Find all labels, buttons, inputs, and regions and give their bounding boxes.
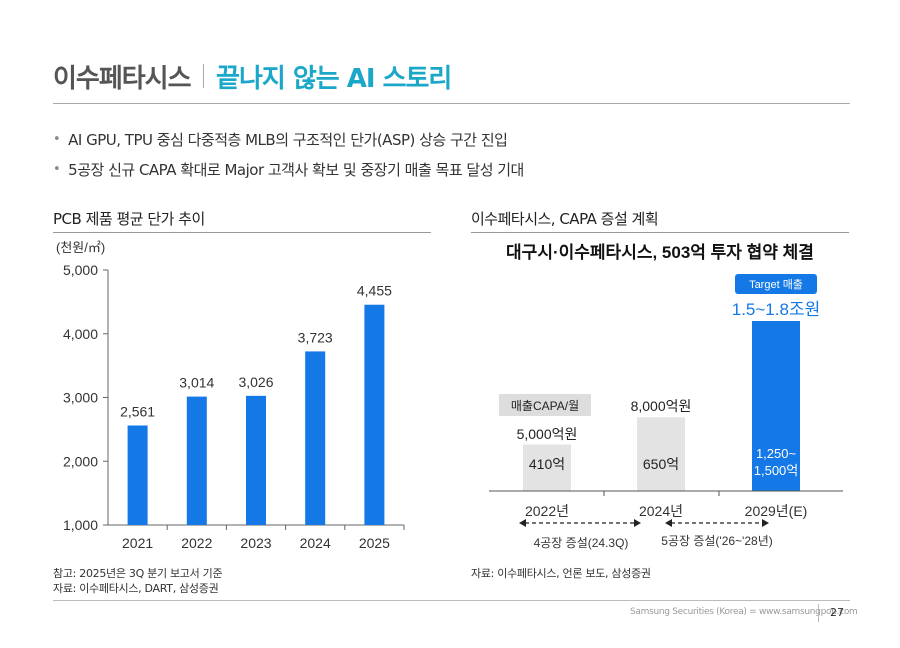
capa-value-label: 650억	[643, 456, 679, 472]
y-tick-label: 2,000	[63, 453, 98, 469]
left-chart-title: PCB 제품 평균 단가 추이	[53, 210, 205, 228]
x-tick-label: 2023	[240, 535, 271, 551]
header-separator	[202, 64, 205, 88]
capa-bar	[752, 321, 800, 491]
bar	[246, 395, 266, 525]
bullet-text: 5공장 신규 CAPA 확대로 Major 고객사 확보 및 중장기 매출 목표…	[68, 160, 524, 179]
x-tick-label: 2022	[181, 535, 212, 551]
capa-bar	[523, 444, 571, 491]
page-header: 이수페타시스 끝나지 않는 AI 스토리	[53, 56, 452, 96]
y-tick-label: 5,000	[63, 262, 98, 278]
x-tick-label: 2024	[300, 535, 331, 551]
x-tick-label: 2029년(E)	[745, 503, 808, 519]
asp-bar-chart: (천원/㎡) 1,000 2,000 3,000 4,000 5,000 2,561 2021…	[56, 240, 405, 551]
right-notes: 자료: 이수페타시스, 언론 보도, 삼성증권	[471, 566, 651, 581]
company-name: 이수페타시스	[53, 63, 192, 94]
bullet-item: • 5공장 신규 CAPA 확대로 Major 고객사 확보 및 중장기 매출 …	[53, 154, 524, 184]
revenue-label: 5,000억원	[517, 426, 578, 442]
y-tick-label: 4,000	[63, 326, 98, 342]
capa-legend-box	[499, 394, 591, 416]
left-notes: 참고: 2025년은 3Q 분기 보고서 기준 자료: 이수페타시스, DART…	[53, 566, 223, 596]
header-divider	[53, 103, 850, 104]
expansion-arrow-head-right	[634, 519, 641, 527]
right-chart-title: 이수페타시스, CAPA 증설 계획	[471, 210, 659, 228]
bar-value-label: 4,455	[357, 283, 392, 299]
x-tick-label: 2025	[359, 535, 390, 551]
expansion-label: 5공장 증설('26~'28년)	[661, 534, 773, 548]
footer-brand[interactable]: Samsung Securities (Korea) = www.samsung…	[630, 607, 858, 617]
target-revenue-value: 1.5~1.8조원	[732, 300, 820, 319]
capa-plan-chart: 대구시·이수페타시스, 503억 투자 협약 체결 410억 2022년 650억 20…	[489, 242, 843, 550]
bullet-dot-icon: •	[53, 161, 61, 177]
capa-legend-label: 매출CAPA/월	[511, 399, 579, 413]
right-title-divider	[471, 232, 849, 233]
footer-divider	[53, 600, 850, 601]
bar-value-label: 2,561	[120, 403, 155, 419]
bar-value-label: 3,026	[238, 374, 273, 390]
plan-chart-title: 대구시·이수페타시스, 503억 투자 협약 체결	[506, 242, 814, 262]
bar	[364, 304, 385, 525]
page-number: 27	[830, 606, 844, 619]
note-line: 자료: 이수페타시스, 언론 보도, 삼성증권	[471, 567, 651, 580]
capa-value-label: 1,250~	[756, 446, 797, 461]
bar	[127, 425, 148, 525]
bar-value-label: 3,723	[298, 329, 333, 345]
bar-value-label: 3,014	[179, 375, 214, 391]
bullet-item: • AI GPU, TPU 중심 다중적층 MLB의 구조적인 단가(ASP) …	[53, 124, 524, 154]
capa-value-label: 410억	[529, 456, 565, 472]
x-tick-label: 2024년	[639, 503, 683, 519]
y-tick-label: 1,000	[63, 517, 98, 533]
capa-value-label: 1,500억	[754, 463, 799, 478]
revenue-label: 8,000억원	[631, 398, 692, 414]
note-line: 자료: 이수페타시스, DART, 삼성증권	[53, 582, 219, 595]
target-badge-label: Target 매출	[749, 278, 803, 291]
bar	[305, 351, 326, 525]
x-tick-label: 2022년	[525, 503, 569, 519]
target-badge	[735, 274, 817, 294]
note-line: 참고: 2025년은 3Q 분기 보고서 기준	[53, 567, 223, 580]
footer-separator	[818, 604, 819, 622]
page-title: 끝나지 않는 AI 스토리	[216, 63, 452, 94]
expansion-arrow-head-left	[665, 519, 672, 527]
bullet-dot-icon: •	[53, 131, 61, 147]
expansion-arrow-head-right	[762, 519, 769, 527]
left-title-divider	[53, 232, 431, 233]
expansion-arrow-head-left	[519, 519, 526, 527]
y-unit-label: (천원/㎡)	[56, 240, 105, 255]
bar	[186, 396, 207, 525]
summary-bullets: • AI GPU, TPU 중심 다중적층 MLB의 구조적인 단가(ASP) …	[53, 124, 524, 184]
x-tick-label: 2021	[122, 535, 153, 551]
expansion-label: 4공장 증설(24.3Q)	[534, 536, 629, 550]
capa-bar	[637, 417, 685, 491]
y-tick-label: 3,000	[63, 390, 98, 406]
bullet-text: AI GPU, TPU 중심 다중적층 MLB의 구조적인 단가(ASP) 상승…	[68, 130, 508, 149]
